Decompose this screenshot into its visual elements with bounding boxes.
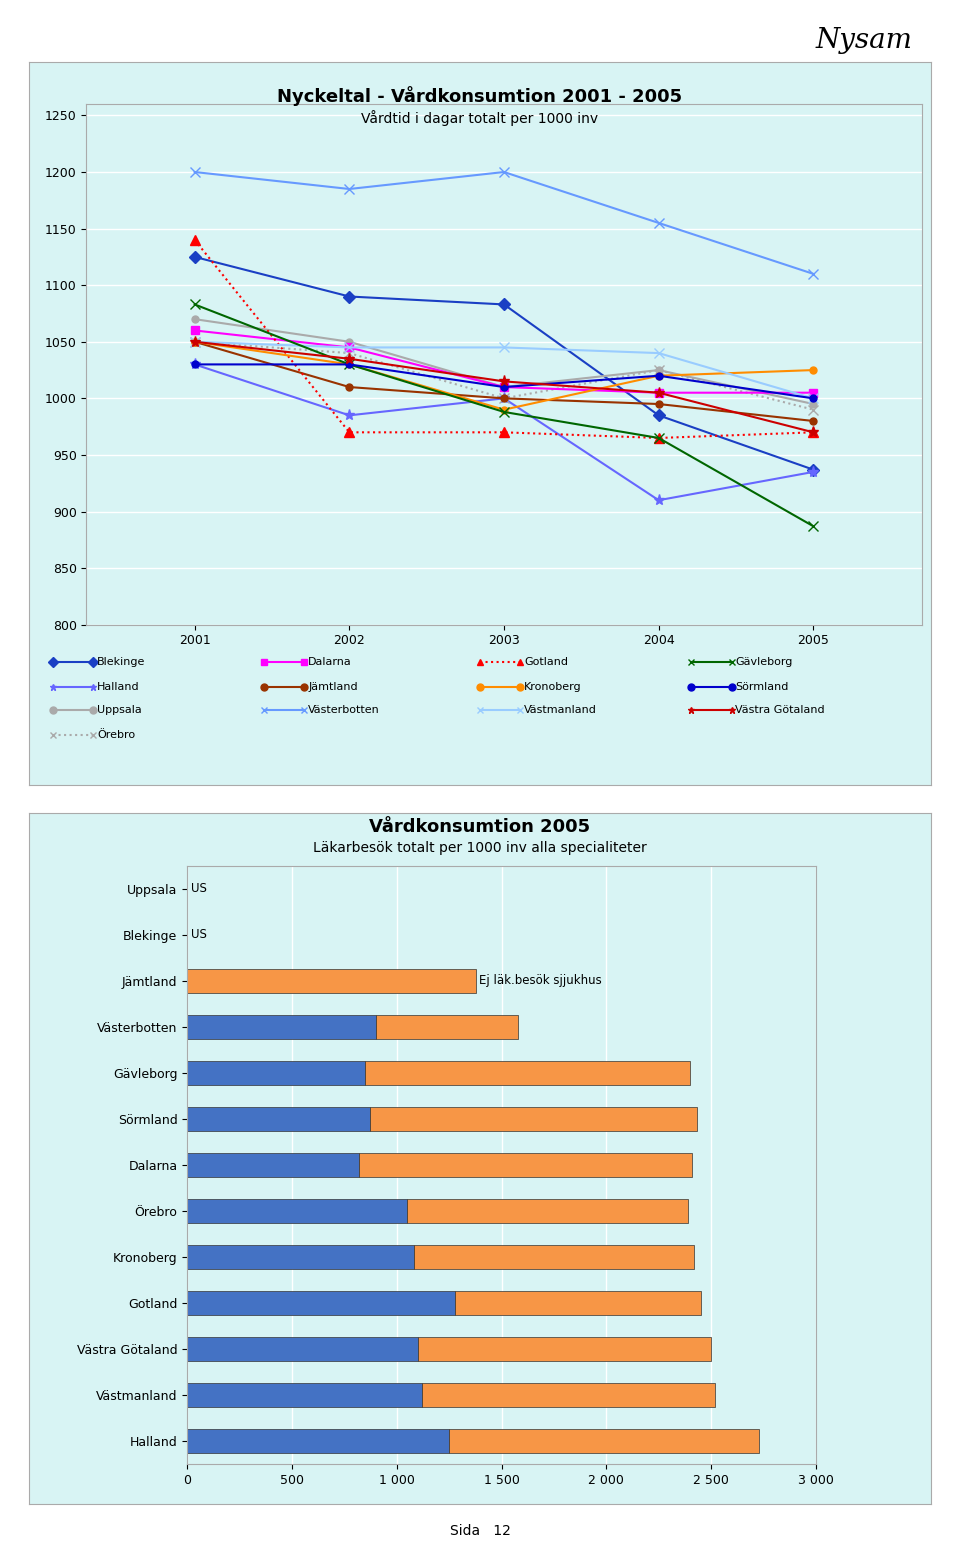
Text: US: US	[191, 928, 207, 942]
Bar	[359, 1153, 692, 1176]
Text: Gotland: Gotland	[524, 657, 568, 667]
Bar	[414, 1245, 694, 1268]
Text: Halland: Halland	[97, 682, 139, 692]
Text: Västra Götaland: Västra Götaland	[735, 706, 825, 715]
Text: Blekinge: Blekinge	[97, 657, 145, 667]
Text: Ej läk.besök sjjukhus: Ej läk.besök sjjukhus	[478, 974, 601, 987]
Text: Kronoberg: Kronoberg	[524, 682, 582, 692]
Bar	[187, 1198, 407, 1223]
Text: Läkarbesök totalt per 1000 inv alla specialiteter: Läkarbesök totalt per 1000 inv alla spec…	[313, 841, 647, 856]
Text: Vårdkonsumtion 2005: Vårdkonsumtion 2005	[370, 817, 590, 836]
Bar	[449, 1428, 759, 1453]
Bar	[187, 1383, 422, 1406]
Text: Västmanland: Västmanland	[524, 706, 597, 715]
Text: Gävleborg: Gävleborg	[735, 657, 793, 667]
Text: US: US	[191, 883, 207, 895]
Bar	[187, 1015, 376, 1038]
Bar	[407, 1198, 688, 1223]
Text: Nyckeltal - Vårdkonsumtion 2001 - 2005: Nyckeltal - Vårdkonsumtion 2001 - 2005	[277, 87, 683, 106]
Bar	[187, 1245, 414, 1268]
Text: Örebro: Örebro	[97, 730, 135, 740]
Text: Sörmland: Sörmland	[735, 682, 789, 692]
Text: Dalarna: Dalarna	[308, 657, 352, 667]
Bar	[370, 1106, 697, 1131]
Bar	[187, 1336, 418, 1361]
Bar	[187, 1061, 366, 1085]
Text: Jämtland: Jämtland	[308, 682, 358, 692]
Text: Sida   12: Sida 12	[449, 1524, 511, 1538]
Bar	[376, 1015, 518, 1038]
Bar	[187, 1428, 449, 1453]
Bar	[187, 1291, 455, 1315]
Bar	[455, 1291, 701, 1315]
Bar	[422, 1383, 715, 1406]
Bar	[418, 1336, 711, 1361]
Text: Uppsala: Uppsala	[97, 706, 142, 715]
Text: Nysam: Nysam	[815, 26, 913, 54]
Bar	[187, 1106, 370, 1131]
Bar	[187, 968, 476, 993]
Text: Vårdtid i dagar totalt per 1000 inv: Vårdtid i dagar totalt per 1000 inv	[361, 110, 599, 126]
Text: Västerbotten: Västerbotten	[308, 706, 380, 715]
Bar	[187, 1153, 359, 1176]
Bar	[366, 1061, 690, 1085]
